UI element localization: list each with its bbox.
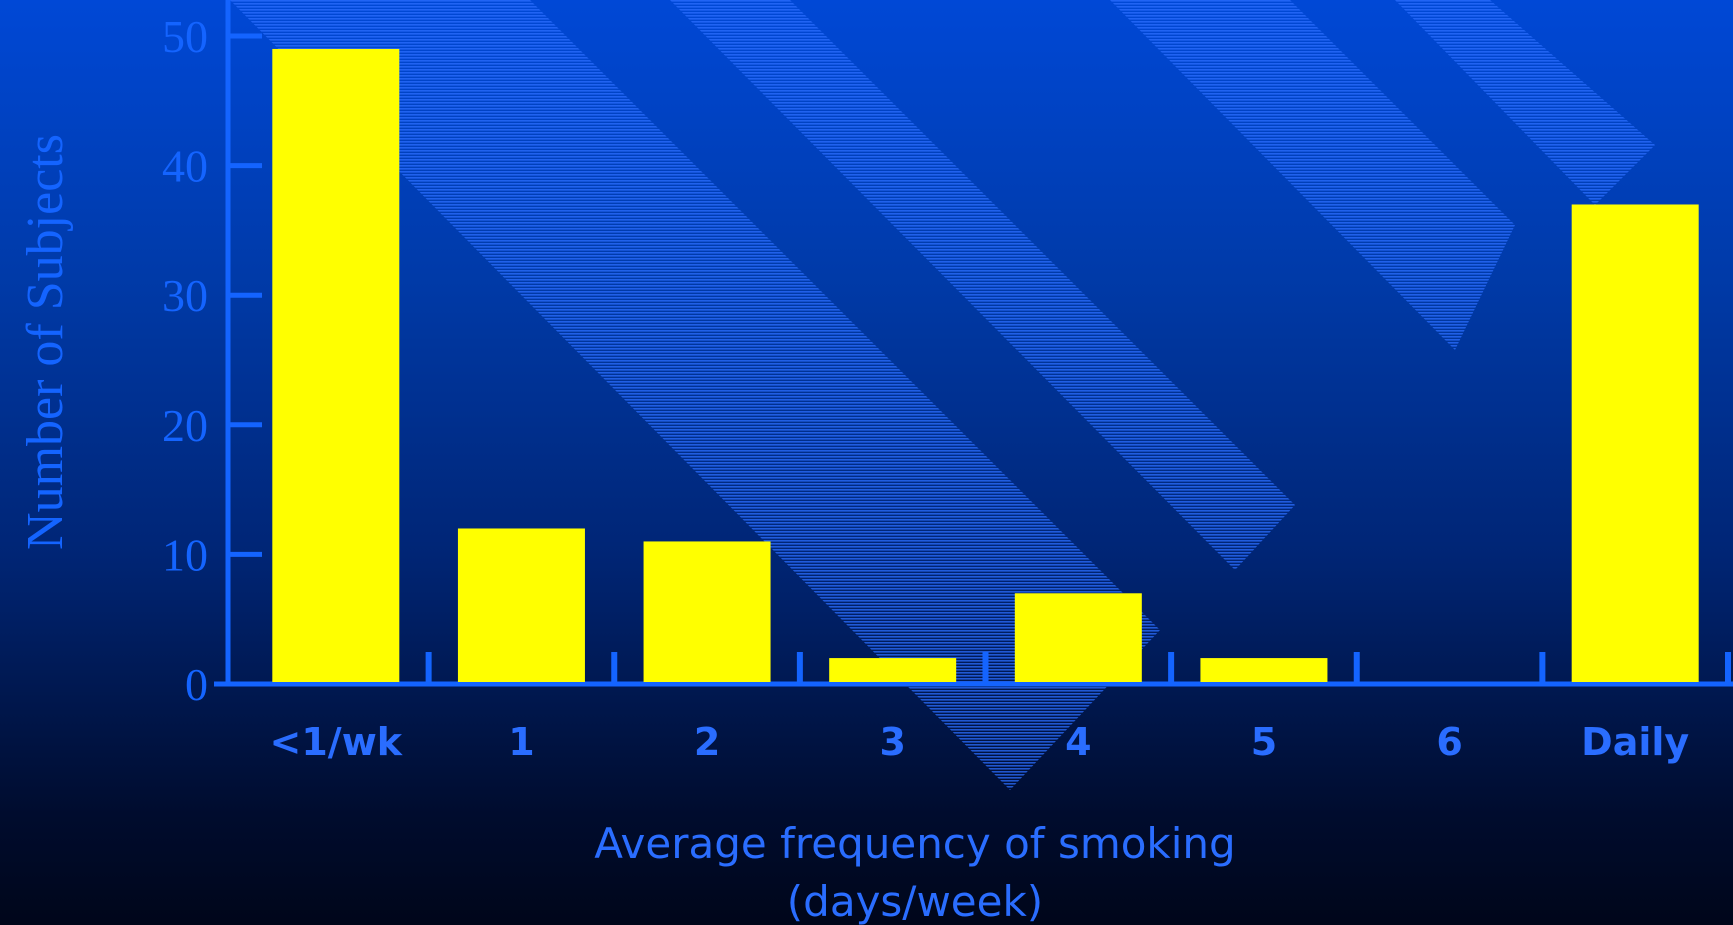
- x-category-label: 3: [879, 720, 905, 764]
- x-axis-title-line1: Average frequency of smoking: [594, 819, 1235, 868]
- background-stripe: [670, 0, 1295, 570]
- bar: [272, 48, 400, 682]
- category-labels: <1/wk 1 2 3 4 5 6 Daily: [270, 720, 1690, 764]
- x-axis-title-line2: (days/week): [787, 877, 1043, 925]
- background-stripe: [1110, 0, 1515, 350]
- y-tick-label: 20: [162, 400, 208, 451]
- x-category-label: 6: [1436, 720, 1462, 764]
- bar: [829, 658, 957, 682]
- background-stripe: [230, 0, 1160, 790]
- bar: [1014, 593, 1142, 682]
- x-category-label: 4: [1065, 720, 1091, 764]
- bars: [272, 48, 1699, 683]
- x-category-label: 2: [694, 720, 720, 764]
- x-category-label: 5: [1251, 720, 1277, 764]
- y-tick-label: 10: [162, 529, 208, 580]
- bar: [1200, 658, 1328, 682]
- y-tick-label: 0: [185, 659, 208, 710]
- y-tick-label: 40: [162, 141, 208, 192]
- bar: [1571, 204, 1699, 683]
- y-axis-title: Number of Subjects: [17, 134, 74, 550]
- background-stripes: [230, 0, 1655, 790]
- background-stripe: [1395, 0, 1655, 205]
- x-category-label: 1: [508, 720, 534, 764]
- y-tick-label: 30: [162, 270, 208, 321]
- x-ticks: [425, 652, 1731, 684]
- bar: [457, 528, 585, 682]
- x-category-label: Daily: [1581, 720, 1689, 764]
- bar: [643, 541, 771, 682]
- y-ticks: 0 10 20 30 40 50: [162, 11, 262, 710]
- y-tick-label: 50: [162, 11, 208, 62]
- x-category-label: <1/wk: [270, 720, 403, 764]
